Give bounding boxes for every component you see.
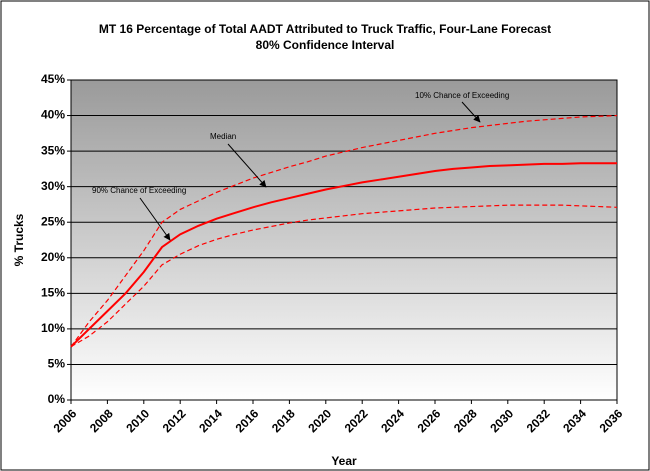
- y-tick-label: 15%: [41, 286, 65, 300]
- y-tick-label: 5%: [48, 357, 66, 371]
- series-line: [70, 204, 618, 348]
- y-tick-label: 0%: [48, 392, 66, 406]
- y-tick-label: 45%: [41, 72, 65, 86]
- series-line: [70, 114, 618, 348]
- annotation-arrow: [461, 101, 481, 123]
- annotation-arrow: [139, 197, 171, 241]
- y-tick-label: 35%: [41, 143, 65, 157]
- y-tick-label: 10%: [41, 321, 65, 335]
- x-axis-label: Year: [331, 454, 357, 468]
- chart-subtitle: 80% Confidence Interval: [256, 38, 395, 52]
- annotation: 90% Chance of Exceeding: [92, 186, 186, 195]
- y-axis-label: % Trucks: [12, 213, 26, 266]
- series-line: [70, 162, 617, 348]
- y-tick-label: 25%: [41, 214, 65, 228]
- y-tick-label: 20%: [41, 250, 65, 264]
- annotation: 10% Chance of Exceeding: [415, 91, 509, 100]
- plot-area: [70, 79, 618, 401]
- annotation: Median: [210, 132, 236, 141]
- chart-title: MT 16 Percentage of Total AADT Attribute…: [99, 22, 551, 36]
- annotation-arrow: [227, 143, 267, 188]
- y-tick-label: 40%: [41, 108, 65, 122]
- y-tick-label: 30%: [41, 179, 65, 193]
